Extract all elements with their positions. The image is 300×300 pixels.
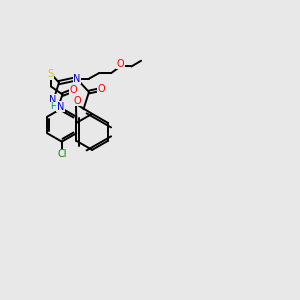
Text: O: O [70,85,77,95]
Text: N: N [73,74,80,84]
Text: S: S [48,69,54,80]
Text: N: N [57,101,64,112]
Text: N: N [50,95,57,105]
Text: Cl: Cl [57,149,67,159]
Text: O: O [73,96,81,106]
Text: H: H [50,102,57,111]
Text: O: O [98,85,105,94]
Text: O: O [116,59,124,69]
